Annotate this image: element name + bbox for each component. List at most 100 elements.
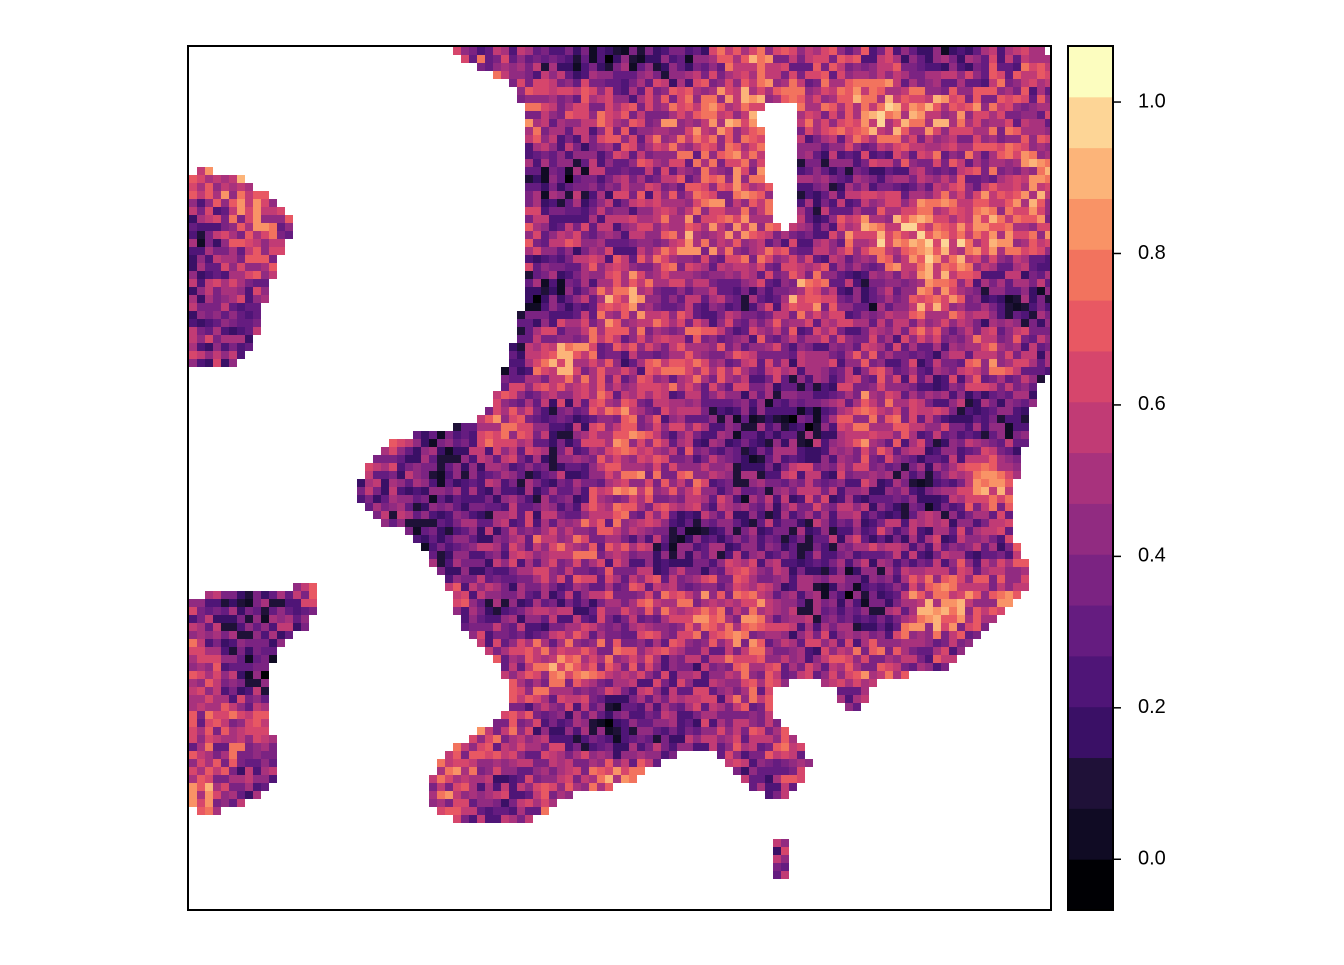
raster-cell <box>493 47 501 55</box>
raster-cell <box>1045 215 1051 223</box>
raster-cell <box>589 143 597 151</box>
raster-cell <box>637 231 645 239</box>
raster-cell <box>845 279 853 287</box>
raster-cell <box>797 87 805 95</box>
raster-cell <box>589 479 597 487</box>
raster-cell <box>725 367 733 375</box>
raster-cell <box>989 319 997 327</box>
raster-cell <box>605 543 613 551</box>
raster-cell <box>1005 447 1013 455</box>
raster-cell <box>933 511 941 519</box>
raster-cell <box>901 255 909 263</box>
raster-cell <box>989 463 997 471</box>
raster-cell <box>621 487 629 495</box>
raster-cell <box>733 55 741 63</box>
raster-cell <box>733 407 741 415</box>
raster-cell <box>989 159 997 167</box>
raster-cell <box>653 431 661 439</box>
raster-cell <box>789 495 797 503</box>
raster-cell <box>909 407 917 415</box>
raster-cell <box>557 231 565 239</box>
raster-cell <box>837 511 845 519</box>
raster-cell <box>877 479 885 487</box>
raster-cell <box>581 279 589 287</box>
raster-cell <box>837 519 845 527</box>
raster-cell <box>645 319 653 327</box>
raster-cell <box>717 279 725 287</box>
raster-cell <box>693 215 701 223</box>
raster-cell <box>685 215 693 223</box>
raster-cell <box>797 79 805 87</box>
raster-cell <box>525 495 533 503</box>
raster-cell <box>637 463 645 471</box>
raster-cell <box>581 487 589 495</box>
raster-cell <box>197 191 205 199</box>
raster-cell <box>909 503 917 511</box>
raster-cell <box>197 199 205 207</box>
raster-cell <box>1005 151 1013 159</box>
raster-cell <box>565 463 573 471</box>
raster-cell <box>637 559 645 567</box>
raster-cell <box>973 135 981 143</box>
raster-cell <box>685 479 693 487</box>
raster-cell <box>989 479 997 487</box>
raster-cell <box>765 215 773 223</box>
raster-cell <box>1037 311 1045 319</box>
raster-cell <box>981 143 989 151</box>
raster-cell <box>685 351 693 359</box>
raster-cell <box>765 567 773 575</box>
raster-cell <box>917 455 925 463</box>
raster-cell <box>525 135 533 143</box>
raster-cell <box>877 575 885 583</box>
raster-cell <box>941 287 949 295</box>
raster-cell <box>549 543 557 551</box>
raster-cell <box>821 423 829 431</box>
raster-cell <box>637 191 645 199</box>
raster-cell <box>917 583 925 591</box>
raster-cell <box>821 271 829 279</box>
raster-cell <box>973 207 981 215</box>
raster-cell <box>997 239 1005 247</box>
raster-cell <box>549 463 557 471</box>
raster-cell <box>885 319 893 327</box>
raster-cell <box>517 495 525 503</box>
raster-cell <box>957 351 965 359</box>
raster-cell <box>613 47 621 55</box>
raster-cell <box>909 79 917 87</box>
raster-cell <box>693 279 701 287</box>
raster-cell <box>885 431 893 439</box>
raster-cell <box>573 287 581 295</box>
raster-cell <box>925 399 933 407</box>
raster-cell <box>749 511 757 519</box>
raster-cell <box>917 111 925 119</box>
raster-cell <box>853 343 861 351</box>
raster-cell <box>477 431 485 439</box>
raster-cell <box>933 383 941 391</box>
raster-cell <box>653 159 661 167</box>
raster-cell <box>565 567 573 575</box>
raster-cell <box>245 231 253 239</box>
raster-cell <box>717 399 725 407</box>
raster-cell <box>549 359 557 367</box>
raster-cell <box>453 543 461 551</box>
raster-cell <box>645 567 653 575</box>
raster-cell <box>701 567 709 575</box>
raster-cell <box>957 519 965 527</box>
raster-cell <box>709 63 717 71</box>
raster-cell <box>533 191 541 199</box>
raster-cell <box>405 503 413 511</box>
raster-cell <box>469 559 477 567</box>
raster-cell <box>885 479 893 487</box>
raster-cell <box>589 311 597 319</box>
raster-cell <box>765 351 773 359</box>
raster-cell <box>1005 431 1013 439</box>
raster-cell <box>661 319 669 327</box>
raster-cell <box>485 439 493 447</box>
raster-cell <box>605 263 613 271</box>
raster-cell <box>445 551 453 559</box>
raster-cell <box>485 463 493 471</box>
raster-cell <box>1021 303 1029 311</box>
raster-cell <box>933 279 941 287</box>
raster-cell <box>1029 135 1037 143</box>
raster-cell <box>877 263 885 271</box>
